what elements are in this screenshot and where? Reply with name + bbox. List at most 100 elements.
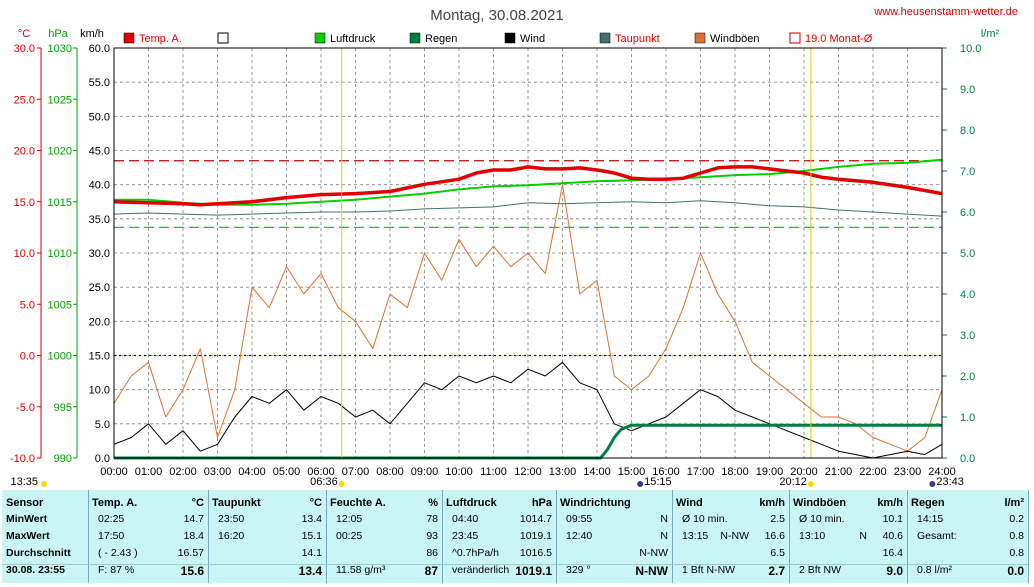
panel-cell-value: 40.6 [882,530,903,542]
panel-column-unit: hPa [531,497,552,509]
panel-row: F: 87 % 15.6 [88,564,208,580]
panel-cell-label: 14:15 [917,513,944,525]
panel-cell-value: N [660,513,668,525]
panel-cell-label: ( - 2.43 ) [98,547,138,559]
panel-column: Wind km/h Ø 10 min. 2.5 13:15 N-NW 16.6 6.5 1 Bf… [672,490,790,583]
panel-row: MinWert [2,513,88,529]
y-tick-rain: 8.0 [960,125,975,137]
x-tick-label: 09:00 [411,466,439,478]
panel-column: Windböen km/h Ø 10 min. 10.1 13:10 N 40.6 16.4 2… [789,490,908,583]
sun-marker-label: 20:12 [779,476,807,488]
y-tick-pressure: 1030 [48,43,72,55]
panel-cell-label: 329 ° [566,564,591,576]
panel-column-unit: km/h [759,497,785,509]
y-tick-pressure: 1005 [48,299,72,311]
legend-label: Windböen [710,33,760,45]
x-tick-label: 14:00 [583,466,611,478]
panel-cell-value: 15.1 [301,530,322,542]
y-tick-wind: 45.0 [89,146,110,158]
panel-row: 09:55 N [556,513,672,529]
panel-column-unit: % [428,497,438,509]
legend-label: Temp. A. [139,33,182,45]
panel-row: 13:15 N-NW 16.6 [672,530,789,546]
panel-row: 0.8 l/m² 0.0 [907,564,1028,580]
weather-chart: Montag, 30.08.2021 www.heusenstamm-wette… [10,6,1018,488]
x-tick-label: 07:00 [342,466,370,478]
panel-cell-label: MinWert [6,513,48,525]
panel-cell-value: 1014.7 [519,513,552,525]
panel-column-title: Windböen [793,497,847,509]
y-tick-pressure: 1020 [48,146,72,158]
series-line-windboeen [113,184,943,452]
panel-column: Regen l/m² 14:15 0.2 Gesamt: 0.8 0.8 0.8 l/m² 0.… [907,490,1029,583]
panel-column-title: Windrichtung [560,497,631,509]
panel-row: 1 Bft N-NW 2.7 [672,564,789,580]
y-tick-pressure: 995 [54,402,72,414]
panel-cell-label: 09:55 [566,513,593,525]
axis-label-rain: l/m² [981,28,1000,40]
panel-column: Windrichtung 09:55 N 12:40 N N-NW 329 ° N-NW [556,490,673,583]
sun-marker-label: 06:36 [310,476,338,488]
panel-cell-label: Ø 10 min. [682,513,728,525]
y-tick-temp: 10.0 [14,248,35,260]
panel-row: ^0.7hPa/h 1016.5 [442,547,556,563]
reference-lines [114,160,942,357]
panel-cell-label: Gesamt: [917,530,957,542]
x-tick-label: 20:00 [790,466,818,478]
panel-column-title: Regen [911,497,945,509]
panel-cell-value: 0.8 [1009,547,1024,559]
panel-row: 12:40 N [556,530,672,546]
panel-column: Sensor MinWert MaxWert Durchschnitt 30.08. 2… [2,490,89,583]
panel-column-unit: °C [191,497,204,509]
panel-cell-label: 17:50 [98,530,125,542]
y-tick-temp: 15.0 [14,197,35,209]
series-line-wind [113,361,943,459]
panel-row: 23:50 13.4 [208,513,326,529]
panel-cell-value: 78 [426,513,438,525]
panel-row: 16.4 [789,547,907,563]
legend-swatch [217,32,229,44]
y-tick-temp: 25.0 [14,94,35,106]
chart-title: Montag, 30.08.2021 [430,7,563,24]
panel-cell-value: 10.1 [882,513,903,525]
moon-icon [637,481,644,487]
site-link[interactable]: www.heusenstamm-wetter.de [873,6,1018,18]
panel-column-title: Temp. A. [92,497,138,509]
sun-icon [807,481,814,487]
moon-icon [929,481,936,487]
panel-separator [2,564,88,565]
x-tick-label: 10:00 [445,466,473,478]
y-tick-rain: 1.0 [960,412,975,424]
panel-row: Ø 10 min. 10.1 [789,513,907,529]
panel-separator [789,564,907,565]
panel-column: Taupunkt °C 23:50 13.4 16:20 15.1 14.1 13.4 [208,490,327,583]
panel-row: 11.58 g/m³ 87 [326,564,442,580]
y-tick-rain: 2.0 [960,371,975,383]
astro-markers: 06:36 20:12 13:35 15:15 23:43 [10,48,964,488]
moon-marker-label: 23:43 [936,476,964,488]
x-tick-label: 00:00 [100,466,128,478]
panel-row: ( - 2.43 ) 16.57 [88,547,208,563]
x-axis-ticks: 00:00 01:00 02:00 03:00 04:00 05:00 06:00 07:00… [100,466,956,478]
y-tick-temp: 20.0 [14,146,35,158]
panel-cell-value: 0.8 [1009,530,1024,542]
x-tick-label: 24:00 [928,466,956,478]
x-tick-label: 17:00 [687,466,715,478]
y-tick-pressure: 990 [54,453,72,465]
x-tick-label: 06:00 [307,466,335,478]
panel-row: 30.08. 23:55 [2,564,88,580]
panel-cell-label: Durchschnitt [6,547,71,559]
y-tick-temp: 0.0 [20,351,35,363]
panel-row: Gesamt: 0.8 [907,530,1028,546]
y-tick-rain: 10.0 [960,43,981,55]
panel-cell-value: 1016.5 [519,547,552,559]
panel-separator [326,564,442,565]
series-line-taupunkt [113,200,943,217]
panel-cell-label: 23:45 [452,530,479,542]
panel-cell-label: 12:40 [566,530,593,542]
panel-cell-value: 1019.1 [519,530,552,542]
panel-cell-label: 1 Bft N-NW [682,564,736,576]
x-tick-label: 16:00 [652,466,680,478]
panel-cell-value: N-NW [639,547,668,559]
legend-label: Regen [425,33,457,45]
